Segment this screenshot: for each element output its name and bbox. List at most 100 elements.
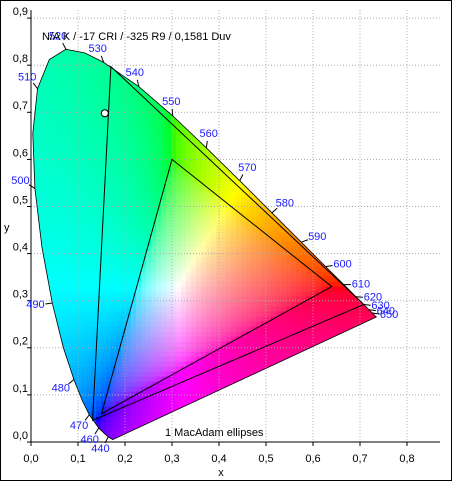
color-cell [196, 296, 202, 303]
color-cell [166, 201, 172, 208]
color-cell [81, 66, 87, 73]
color-cell [76, 91, 82, 98]
color-cell [116, 116, 122, 123]
color-cell [296, 346, 302, 353]
color-cell [246, 226, 252, 233]
color-cell [176, 121, 182, 128]
color-cell [186, 291, 192, 298]
color-cell [66, 111, 72, 118]
color-cell [156, 211, 162, 218]
color-cell [32, 166, 37, 173]
color-cell [111, 136, 117, 143]
color-cell [141, 281, 147, 288]
color-cell [196, 351, 202, 358]
color-cell [271, 246, 277, 253]
color-cell [226, 216, 232, 223]
color-cell [41, 181, 47, 188]
color-cell [256, 216, 262, 223]
color-cell [166, 386, 172, 393]
color-cell [136, 316, 142, 323]
color-cell [151, 291, 157, 298]
color-cell [176, 301, 182, 308]
color-cell [236, 351, 242, 358]
color-cell [156, 326, 162, 333]
color-cell [91, 96, 97, 103]
color-cell [156, 181, 162, 188]
color-cell [181, 266, 187, 273]
color-cell [126, 276, 132, 283]
color-cell [231, 216, 237, 223]
color-cell [256, 316, 262, 323]
color-cell [231, 306, 237, 313]
color-cell [176, 291, 182, 298]
color-cell [201, 166, 207, 173]
color-cell [211, 276, 217, 283]
color-cell [51, 156, 57, 163]
color-cell [136, 291, 142, 298]
color-cell [81, 186, 87, 193]
color-cell [131, 291, 137, 298]
color-cell [181, 276, 187, 283]
color-cell [46, 256, 52, 263]
color-cell [231, 366, 237, 373]
color-cell [141, 306, 147, 313]
color-cell [96, 186, 102, 193]
color-cell [111, 306, 117, 313]
color-cell [61, 76, 67, 83]
color-cell [241, 271, 247, 278]
color-cell [66, 216, 72, 223]
color-cell [71, 321, 77, 328]
color-cell [171, 381, 177, 388]
color-cell [266, 306, 272, 313]
color-cell [51, 286, 57, 293]
color-cell [116, 241, 122, 248]
color-cell [166, 156, 172, 163]
color-cell [151, 251, 157, 258]
color-cell [146, 101, 152, 108]
color-cell [161, 161, 167, 168]
color-cell [81, 171, 87, 178]
color-cell [71, 141, 77, 148]
color-cell [106, 276, 112, 283]
color-cell [126, 201, 132, 208]
color-cell [161, 301, 167, 308]
color-cell [106, 186, 112, 193]
color-cell [81, 391, 87, 398]
color-cell [131, 231, 137, 238]
color-cell [66, 341, 72, 348]
color-cell [41, 166, 47, 173]
color-cell [86, 336, 92, 343]
color-cell [106, 66, 112, 73]
color-cell [91, 201, 97, 208]
color-cell [256, 366, 262, 373]
color-cell [241, 186, 247, 193]
color-cell [66, 251, 72, 258]
color-cell [201, 326, 207, 333]
color-cell [156, 156, 162, 163]
color-cell [51, 106, 57, 113]
color-cell [226, 306, 232, 313]
color-cell [32, 141, 37, 148]
color-cell [251, 336, 257, 343]
color-cell [211, 301, 217, 308]
color-cell [46, 161, 52, 168]
color-cell [91, 331, 97, 338]
color-cell [201, 391, 207, 398]
color-cell [206, 211, 212, 218]
color-cell [216, 266, 222, 273]
color-cell [91, 311, 97, 318]
color-cell [206, 191, 212, 198]
color-cell [41, 126, 47, 133]
color-cell [191, 166, 197, 173]
color-cell [166, 241, 172, 248]
color-cell [136, 96, 142, 103]
color-cell [171, 376, 177, 383]
color-cell [111, 341, 117, 348]
color-cell [111, 376, 117, 383]
color-cell [186, 261, 192, 268]
color-cell [66, 301, 72, 308]
color-cell [206, 261, 212, 268]
color-cell [161, 326, 167, 333]
color-cell [301, 346, 307, 353]
color-cell [86, 386, 92, 393]
